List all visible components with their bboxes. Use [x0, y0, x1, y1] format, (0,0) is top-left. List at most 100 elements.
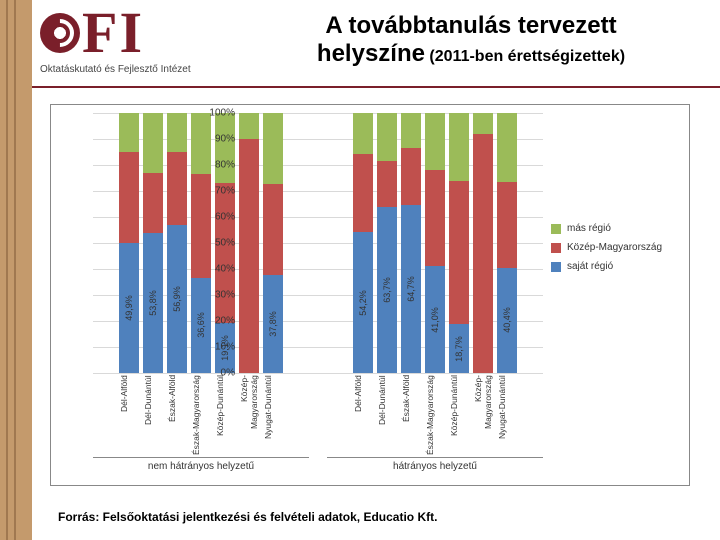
- logo-letter-i: I: [119, 4, 142, 62]
- bar: [239, 113, 259, 373]
- x-tick-label: Észak-Alföld: [167, 375, 187, 455]
- bar-segment: 18,7%: [449, 324, 469, 373]
- y-tick-label: 90%: [195, 134, 235, 145]
- logo-area: F I Oktatáskutató és Fejlesztő Intézet: [32, 0, 232, 75]
- x-tick-label: Észak-Magyarország: [425, 375, 445, 455]
- y-tick-label: 80%: [195, 160, 235, 171]
- bar: 56,9%: [167, 113, 187, 373]
- bar-segment: [425, 113, 445, 170]
- bar-segment: [215, 113, 235, 183]
- bar-segment: [497, 182, 517, 268]
- y-tick-label: 60%: [195, 212, 235, 223]
- bar-value-label: 41,0%: [430, 307, 440, 333]
- bar-segment: [119, 152, 139, 243]
- title-area: A továbbtanulás tervezett helyszíne (201…: [232, 0, 720, 68]
- chart-container: 49,9%53,8%56,9%36,6%19,1%37,8%54,2%63,7%…: [50, 104, 690, 486]
- y-tick-label: 70%: [195, 186, 235, 197]
- bar-segment: [239, 139, 259, 373]
- source-text: Forrás: Felsőoktatási jelentkezési és fe…: [58, 510, 437, 524]
- bar-value-label: 64,7%: [406, 276, 416, 302]
- bar: 63,7%: [377, 113, 397, 373]
- x-tick-label: Közép-Dunántúl: [215, 375, 235, 455]
- bar: 37,8%: [263, 113, 283, 373]
- legend-swatch: [551, 262, 561, 272]
- header: F I Oktatáskutató és Fejlesztő Intézet A…: [32, 0, 720, 92]
- y-tick-label: 20%: [195, 316, 235, 327]
- bar-value-label: 40,4%: [502, 308, 512, 334]
- bar-value-label: 18,7%: [454, 336, 464, 362]
- x-tick-label: Észak-Magyarország: [191, 375, 211, 455]
- bar-segment: [425, 170, 445, 266]
- side-stripe: [0, 0, 32, 540]
- bar-segment: 49,9%: [119, 243, 139, 373]
- x-tick-label: Dél-Alföld: [353, 375, 373, 455]
- bar-segment: [167, 113, 187, 152]
- bar-segment: 56,9%: [167, 225, 187, 373]
- bar-segment: 37,8%: [263, 275, 283, 373]
- logo-swirl-icon: [40, 13, 80, 53]
- bar-segment: 54,2%: [353, 232, 373, 373]
- bar: 18,7%: [449, 113, 469, 373]
- bar: 40,4%: [497, 113, 517, 373]
- x-axis-labels: Dél-AlföldDél-DunántúlÉszak-AlföldÉszak-…: [93, 375, 543, 455]
- legend: más régió Közép-Magyarország saját régió: [551, 215, 681, 280]
- group-label: hátrányos helyzetű: [327, 457, 543, 472]
- legend-item: saját régió: [551, 261, 681, 272]
- bar: 41,0%: [425, 113, 445, 373]
- title-line2b: (2011-ben érettségizettek): [429, 48, 625, 65]
- legend-swatch: [551, 224, 561, 234]
- x-tick-label: Észak-Alföld: [401, 375, 421, 455]
- bar-segment: 53,8%: [143, 233, 163, 373]
- header-divider: [32, 86, 720, 88]
- group-labels: nem hátrányos helyzetű hátrányos helyzetű: [93, 457, 543, 472]
- bar-segment: [449, 113, 469, 181]
- bar-segment: 63,7%: [377, 207, 397, 373]
- bar: 49,9%: [119, 113, 139, 373]
- grid-line: [93, 373, 543, 374]
- y-tick-label: 0%: [195, 368, 235, 379]
- bar-value-label: 37,8%: [268, 311, 278, 337]
- bar-value-label: 63,7%: [382, 277, 392, 303]
- y-tick-label: 50%: [195, 238, 235, 249]
- bar-segment: 40,4%: [497, 268, 517, 373]
- bar-segment: [401, 148, 421, 205]
- bar-value-label: 54,2%: [358, 290, 368, 316]
- x-tick-label: Dél-Dunántúl: [143, 375, 163, 455]
- y-tick-label: 10%: [195, 342, 235, 353]
- bar-segment: [449, 181, 469, 324]
- bar-segment: [263, 113, 283, 184]
- x-tick-label: Közép-Magyarország: [473, 375, 493, 455]
- logo-subtitle: Oktatáskutató és Fejlesztő Intézet: [40, 64, 232, 75]
- bar: [473, 113, 493, 373]
- bar-segment: [143, 113, 163, 173]
- legend-item: más régió: [551, 223, 681, 234]
- bar-segment: [473, 134, 493, 373]
- y-tick-label: 30%: [195, 290, 235, 301]
- bar-segment: [497, 113, 517, 182]
- bar: 53,8%: [143, 113, 163, 373]
- bar-segment: [377, 161, 397, 208]
- bar-segment: [353, 113, 373, 154]
- bar-value-label: 56,9%: [172, 286, 182, 312]
- bar: 54,2%: [353, 113, 373, 373]
- legend-swatch: [551, 243, 561, 253]
- bar-segment: [215, 183, 235, 323]
- x-tick-label: Közép-Magyarország: [239, 375, 259, 455]
- x-tick-label: Nyugat-Dunántúl: [497, 375, 517, 455]
- group-label: nem hátrányos helyzetű: [93, 457, 309, 472]
- legend-label: más régió: [567, 223, 611, 234]
- x-tick-label: Közép-Dunántúl: [449, 375, 469, 455]
- bar: 64,7%: [401, 113, 421, 373]
- bar-segment: 41,0%: [425, 266, 445, 373]
- x-tick-label: Nyugat-Dunántúl: [263, 375, 283, 455]
- y-tick-label: 40%: [195, 264, 235, 275]
- bar-value-label: 49,9%: [124, 295, 134, 321]
- legend-label: saját régió: [567, 261, 613, 272]
- y-tick-label: 100%: [195, 108, 235, 119]
- bar-segment: [353, 154, 373, 232]
- legend-item: Közép-Magyarország: [551, 242, 681, 253]
- legend-label: Közép-Magyarország: [567, 242, 662, 253]
- bar-value-label: 53,8%: [148, 290, 158, 316]
- title-line2a: helyszíne: [317, 40, 425, 67]
- bar-segment: [401, 113, 421, 148]
